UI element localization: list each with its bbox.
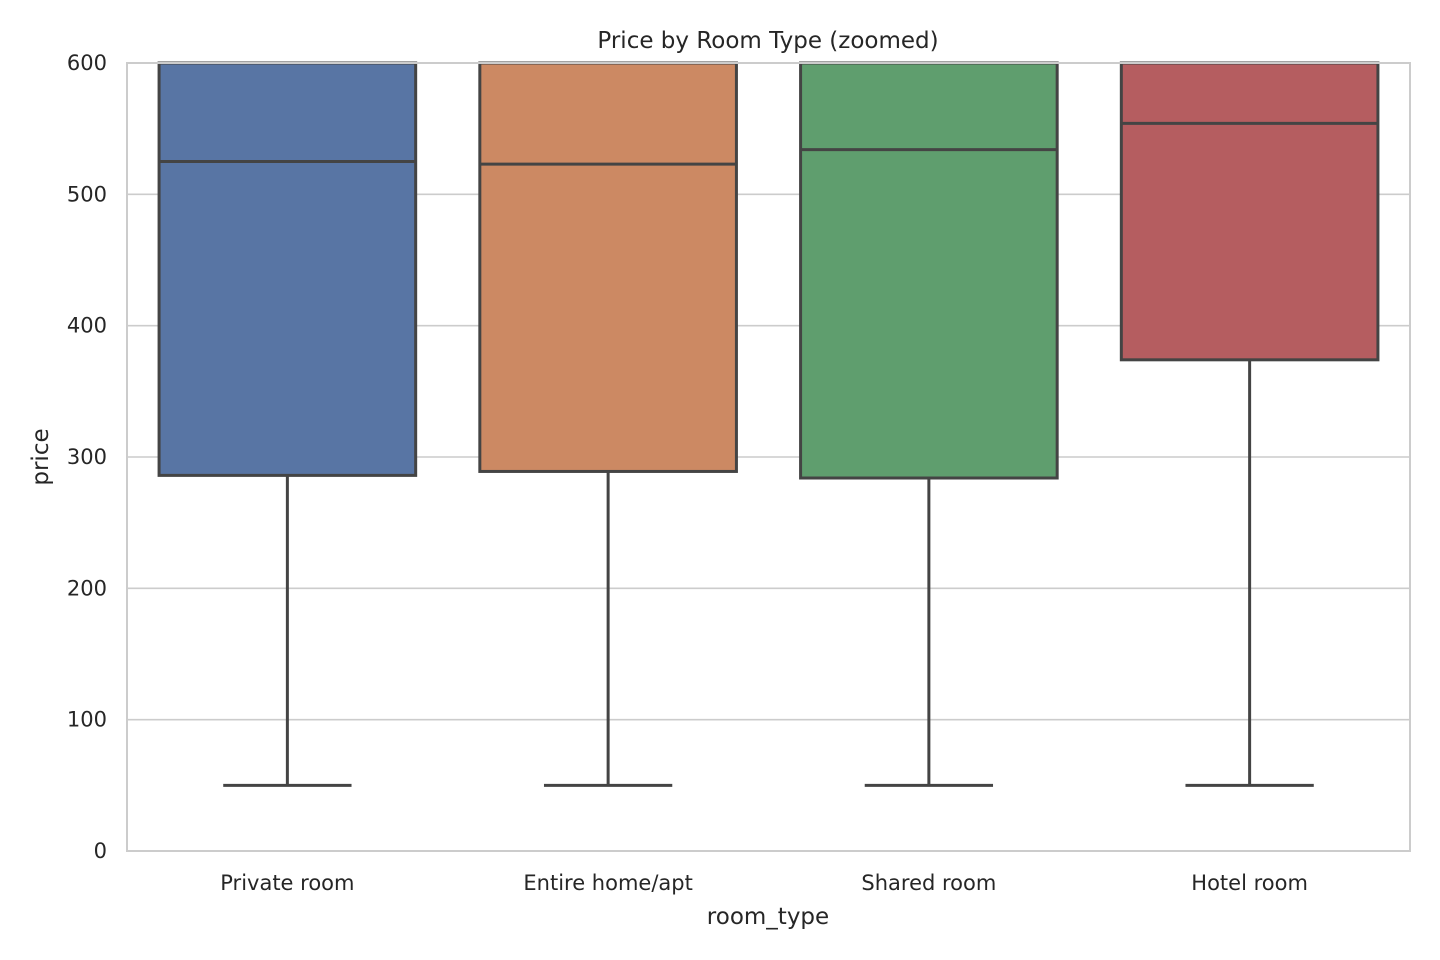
y-tick-label-300: 300	[67, 445, 107, 469]
y-tick-label-200: 200	[67, 576, 107, 600]
boxes	[157, 61, 1380, 787]
y-tick-labels: 0 100 200 300 400 500 600	[67, 51, 107, 863]
x-tick-label-0: Private room	[220, 871, 354, 895]
y-tick-label-100: 100	[67, 708, 107, 732]
x-axis-label: room_type	[707, 904, 829, 930]
x-tick-labels: Private room Entire home/apt Shared room Ho…	[220, 871, 1308, 895]
y-tick-label-0: 0	[94, 839, 107, 863]
y-tick-label-400: 400	[67, 314, 107, 338]
y-tick-label-600: 600	[67, 51, 107, 75]
box-body-1	[478, 61, 738, 473]
box-body-0	[157, 61, 418, 477]
x-tick-label-3: Hotel room	[1191, 871, 1308, 895]
y-axis-label: price	[28, 428, 54, 485]
x-tick-label-1: Entire home/apt	[523, 871, 692, 895]
plot-frame	[126, 62, 1411, 852]
box-0	[157, 61, 418, 787]
box-1	[478, 61, 738, 787]
box-3	[1119, 61, 1380, 787]
y-tick-label-500: 500	[67, 182, 107, 206]
chart-title: Price by Room Type (zoomed)	[597, 28, 938, 54]
box-body-3	[1119, 61, 1380, 362]
box-body-2	[799, 61, 1059, 480]
box-2	[799, 61, 1059, 787]
x-tick-label-2: Shared room	[861, 871, 996, 895]
